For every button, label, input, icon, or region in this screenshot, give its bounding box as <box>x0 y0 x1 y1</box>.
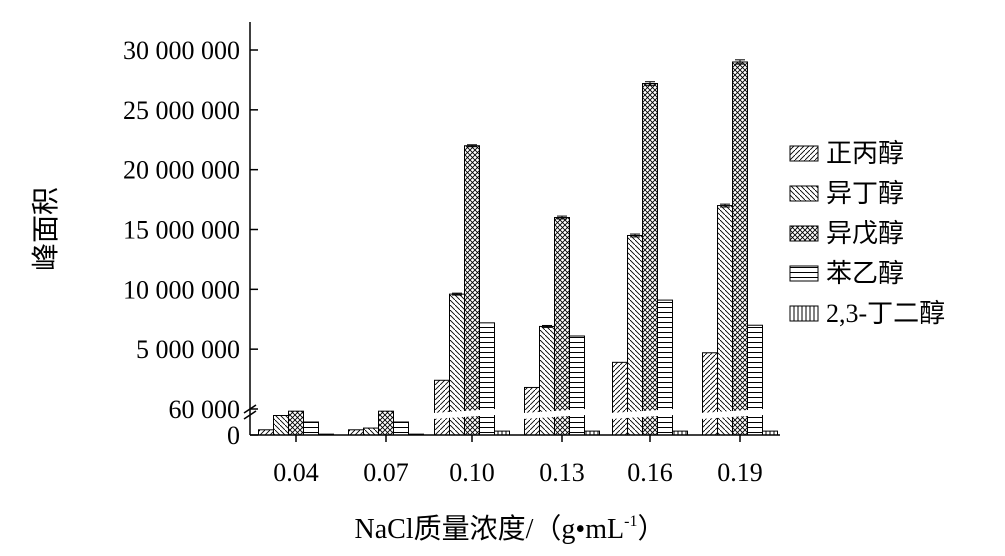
y-tick: 10 000 000 <box>123 275 258 304</box>
x-tick-label: 0.10 <box>449 458 495 487</box>
legend-label: 2,3-丁二醇 <box>826 299 945 328</box>
bars-layer <box>258 61 778 436</box>
bar <box>378 410 394 436</box>
y-tick-label: 0 <box>227 421 240 450</box>
error-bar <box>720 203 730 208</box>
bar <box>732 61 748 436</box>
error-bar <box>452 292 462 296</box>
break-gap <box>522 408 602 419</box>
x-tick-label: 0.19 <box>717 458 763 487</box>
y-tick: 20 000 000 <box>123 156 258 185</box>
x-tick: 0.13 <box>539 435 585 487</box>
error-bar <box>467 144 477 148</box>
x-ticks: 0.04 0.07 0.10 0.13 0.16 0.19 <box>273 435 763 487</box>
x-tick: 0.19 <box>717 435 763 487</box>
y-ticks: 060 000 5 000 000 10 000 000 15 000 000 20 0… <box>123 36 258 450</box>
bar <box>258 429 274 436</box>
x-axis-title-main: NaCl质量浓度/ <box>355 513 534 545</box>
y-tick: 25 000 000 <box>123 96 258 125</box>
bar <box>464 145 480 436</box>
bar <box>642 83 658 436</box>
error-bar <box>630 233 640 238</box>
legend-item: 异戊醇 <box>789 219 904 248</box>
legend-item: 正丙醇 <box>789 139 904 168</box>
x-axis-title-unit: mL <box>585 514 624 545</box>
legend-item: 2,3-丁二醇 <box>789 299 945 328</box>
x-axis-title-open: （g <box>533 513 575 545</box>
legend-item: 异丁醇 <box>789 179 904 208</box>
bar <box>747 324 763 436</box>
break-gap <box>700 408 780 419</box>
legend-label: 异丁醇 <box>826 179 904 208</box>
legend-label: 苯乙醇 <box>826 259 904 288</box>
legend-label: 正丙醇 <box>826 139 904 168</box>
y-tick-label: 5 000 000 <box>136 335 240 364</box>
x-tick-label: 0.04 <box>273 458 319 487</box>
x-axis-title: NaCl质量浓度/（g•mL-1） <box>355 513 666 545</box>
bar <box>273 415 289 436</box>
y-tick: 15 000 000 <box>123 216 258 245</box>
legend-swatch <box>789 265 819 282</box>
error-bar <box>735 59 745 65</box>
y-tick: 5 000 000 <box>136 335 258 364</box>
error-bar <box>542 324 552 328</box>
y-tick: 0 <box>227 421 258 450</box>
x-tick-label: 0.16 <box>627 458 673 487</box>
bar <box>303 421 319 436</box>
legend-label: 异戊醇 <box>826 219 904 248</box>
bar <box>363 427 379 436</box>
legend-item: 苯乙醇 <box>789 259 904 288</box>
y-tick-label: 15 000 000 <box>123 216 240 245</box>
break-gap <box>432 408 512 419</box>
error-bar <box>557 215 567 220</box>
y-tick-label: 10 000 000 <box>123 275 240 304</box>
legend-swatch <box>789 225 819 242</box>
bar <box>393 421 409 436</box>
bar <box>348 429 364 436</box>
x-axis-title-dot: • <box>575 514 585 545</box>
y-tick: 30 000 000 <box>123 36 258 65</box>
bar <box>569 335 585 436</box>
x-tick: 0.16 <box>627 435 673 487</box>
bar <box>524 386 540 436</box>
x-tick-label: 0.07 <box>363 458 409 487</box>
legend-swatch <box>789 185 819 202</box>
bar <box>627 234 643 436</box>
bar <box>717 205 733 436</box>
legend-swatch <box>789 305 819 322</box>
y-tick-label: 60 000 <box>169 395 241 424</box>
error-bars-layer <box>452 59 745 328</box>
break-gap <box>610 408 690 419</box>
bar <box>702 352 718 436</box>
y-tick-label: 30 000 000 <box>123 36 240 65</box>
y-tick: 60 000 <box>169 395 258 424</box>
bar <box>539 325 555 436</box>
x-axis-title-close: ） <box>637 513 665 545</box>
break-gap-layer <box>432 408 780 419</box>
error-bar <box>645 81 655 86</box>
legend-swatch <box>789 145 819 162</box>
bar <box>288 410 304 436</box>
x-axis-title-sup: -1 <box>624 513 637 530</box>
x-tick-label: 0.13 <box>539 458 585 487</box>
x-tick: 0.10 <box>449 435 495 487</box>
bar <box>554 217 570 436</box>
bar <box>479 322 495 436</box>
bar <box>434 379 450 436</box>
x-tick: 0.07 <box>363 435 409 487</box>
y-axis-title: 峰面积 <box>30 187 62 271</box>
x-tick: 0.04 <box>273 435 319 487</box>
y-tick-label: 20 000 000 <box>123 156 240 185</box>
bar <box>612 361 628 436</box>
y-tick-label: 25 000 000 <box>123 96 240 125</box>
